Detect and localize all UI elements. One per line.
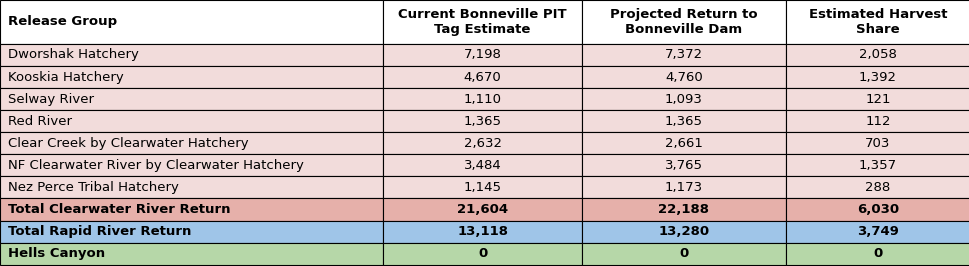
Text: 4,760: 4,760 [665,70,702,84]
Bar [581,0,785,44]
Bar [581,132,785,154]
Bar [581,88,785,110]
Bar [785,88,969,110]
Bar [383,88,581,110]
Bar [0,132,383,154]
Text: 1,365: 1,365 [664,115,703,128]
Text: 0: 0 [678,247,688,260]
Text: 0: 0 [872,247,882,260]
Bar [581,243,785,265]
Text: 13,118: 13,118 [456,225,508,238]
Text: Projected Return to
Bonneville Dam: Projected Return to Bonneville Dam [610,8,757,36]
Bar [581,221,785,243]
Bar [0,198,383,221]
Text: 1,110: 1,110 [463,93,501,106]
Bar [581,154,785,176]
Bar [0,221,383,243]
Text: 7,372: 7,372 [664,48,703,61]
Text: 2,661: 2,661 [664,137,703,150]
Text: Hells Canyon: Hells Canyon [8,247,105,260]
Text: NF Clearwater River by Clearwater Hatchery: NF Clearwater River by Clearwater Hatche… [8,159,303,172]
Bar [785,243,969,265]
Text: 2,632: 2,632 [463,137,501,150]
Text: Nez Perce Tribal Hatchery: Nez Perce Tribal Hatchery [8,181,178,194]
Bar [581,66,785,88]
Text: 1,173: 1,173 [664,181,703,194]
Bar [0,66,383,88]
Text: 7,198: 7,198 [463,48,501,61]
Text: Selway River: Selway River [8,93,94,106]
Bar [383,44,581,66]
Bar [383,154,581,176]
Bar [785,154,969,176]
Text: 21,604: 21,604 [456,203,508,216]
Bar [383,221,581,243]
Text: 2,058: 2,058 [858,48,896,61]
Text: 13,280: 13,280 [658,225,708,238]
Text: 1,357: 1,357 [858,159,896,172]
Text: 4,670: 4,670 [463,70,501,84]
Text: Current Bonneville PIT
Tag Estimate: Current Bonneville PIT Tag Estimate [398,8,566,36]
Text: 288: 288 [864,181,890,194]
Bar [383,243,581,265]
Bar [785,221,969,243]
Bar [383,198,581,221]
Text: Dworshak Hatchery: Dworshak Hatchery [8,48,139,61]
Text: Total Clearwater River Return: Total Clearwater River Return [8,203,230,216]
Bar [0,243,383,265]
Text: 1,392: 1,392 [858,70,896,84]
Bar [785,44,969,66]
Text: 1,093: 1,093 [664,93,703,106]
Bar [0,154,383,176]
Text: 0: 0 [478,247,486,260]
Text: Kooskia Hatchery: Kooskia Hatchery [8,70,123,84]
Text: Estimated Harvest
Share: Estimated Harvest Share [808,8,946,36]
Text: 22,188: 22,188 [658,203,708,216]
Text: Release Group: Release Group [8,15,117,28]
Bar [785,198,969,221]
Bar [785,132,969,154]
Text: 6,030: 6,030 [856,203,898,216]
Bar [383,132,581,154]
Bar [581,176,785,198]
Text: 703: 703 [864,137,890,150]
Bar [785,0,969,44]
Bar [581,44,785,66]
Bar [0,88,383,110]
Text: 1,365: 1,365 [463,115,501,128]
Bar [0,44,383,66]
Text: 1,145: 1,145 [463,181,501,194]
Bar [0,176,383,198]
Text: 3,765: 3,765 [664,159,703,172]
Text: Red River: Red River [8,115,72,128]
Bar [785,66,969,88]
Text: Clear Creek by Clearwater Hatchery: Clear Creek by Clearwater Hatchery [8,137,248,150]
Bar [383,66,581,88]
Text: Total Rapid River Return: Total Rapid River Return [8,225,191,238]
Bar [0,110,383,132]
Text: 112: 112 [864,115,890,128]
Text: 3,749: 3,749 [856,225,898,238]
Text: 3,484: 3,484 [463,159,501,172]
Bar [785,110,969,132]
Bar [581,198,785,221]
Bar [383,0,581,44]
Bar [0,0,383,44]
Text: 121: 121 [864,93,890,106]
Bar [383,176,581,198]
Bar [383,110,581,132]
Bar [785,176,969,198]
Bar [581,110,785,132]
